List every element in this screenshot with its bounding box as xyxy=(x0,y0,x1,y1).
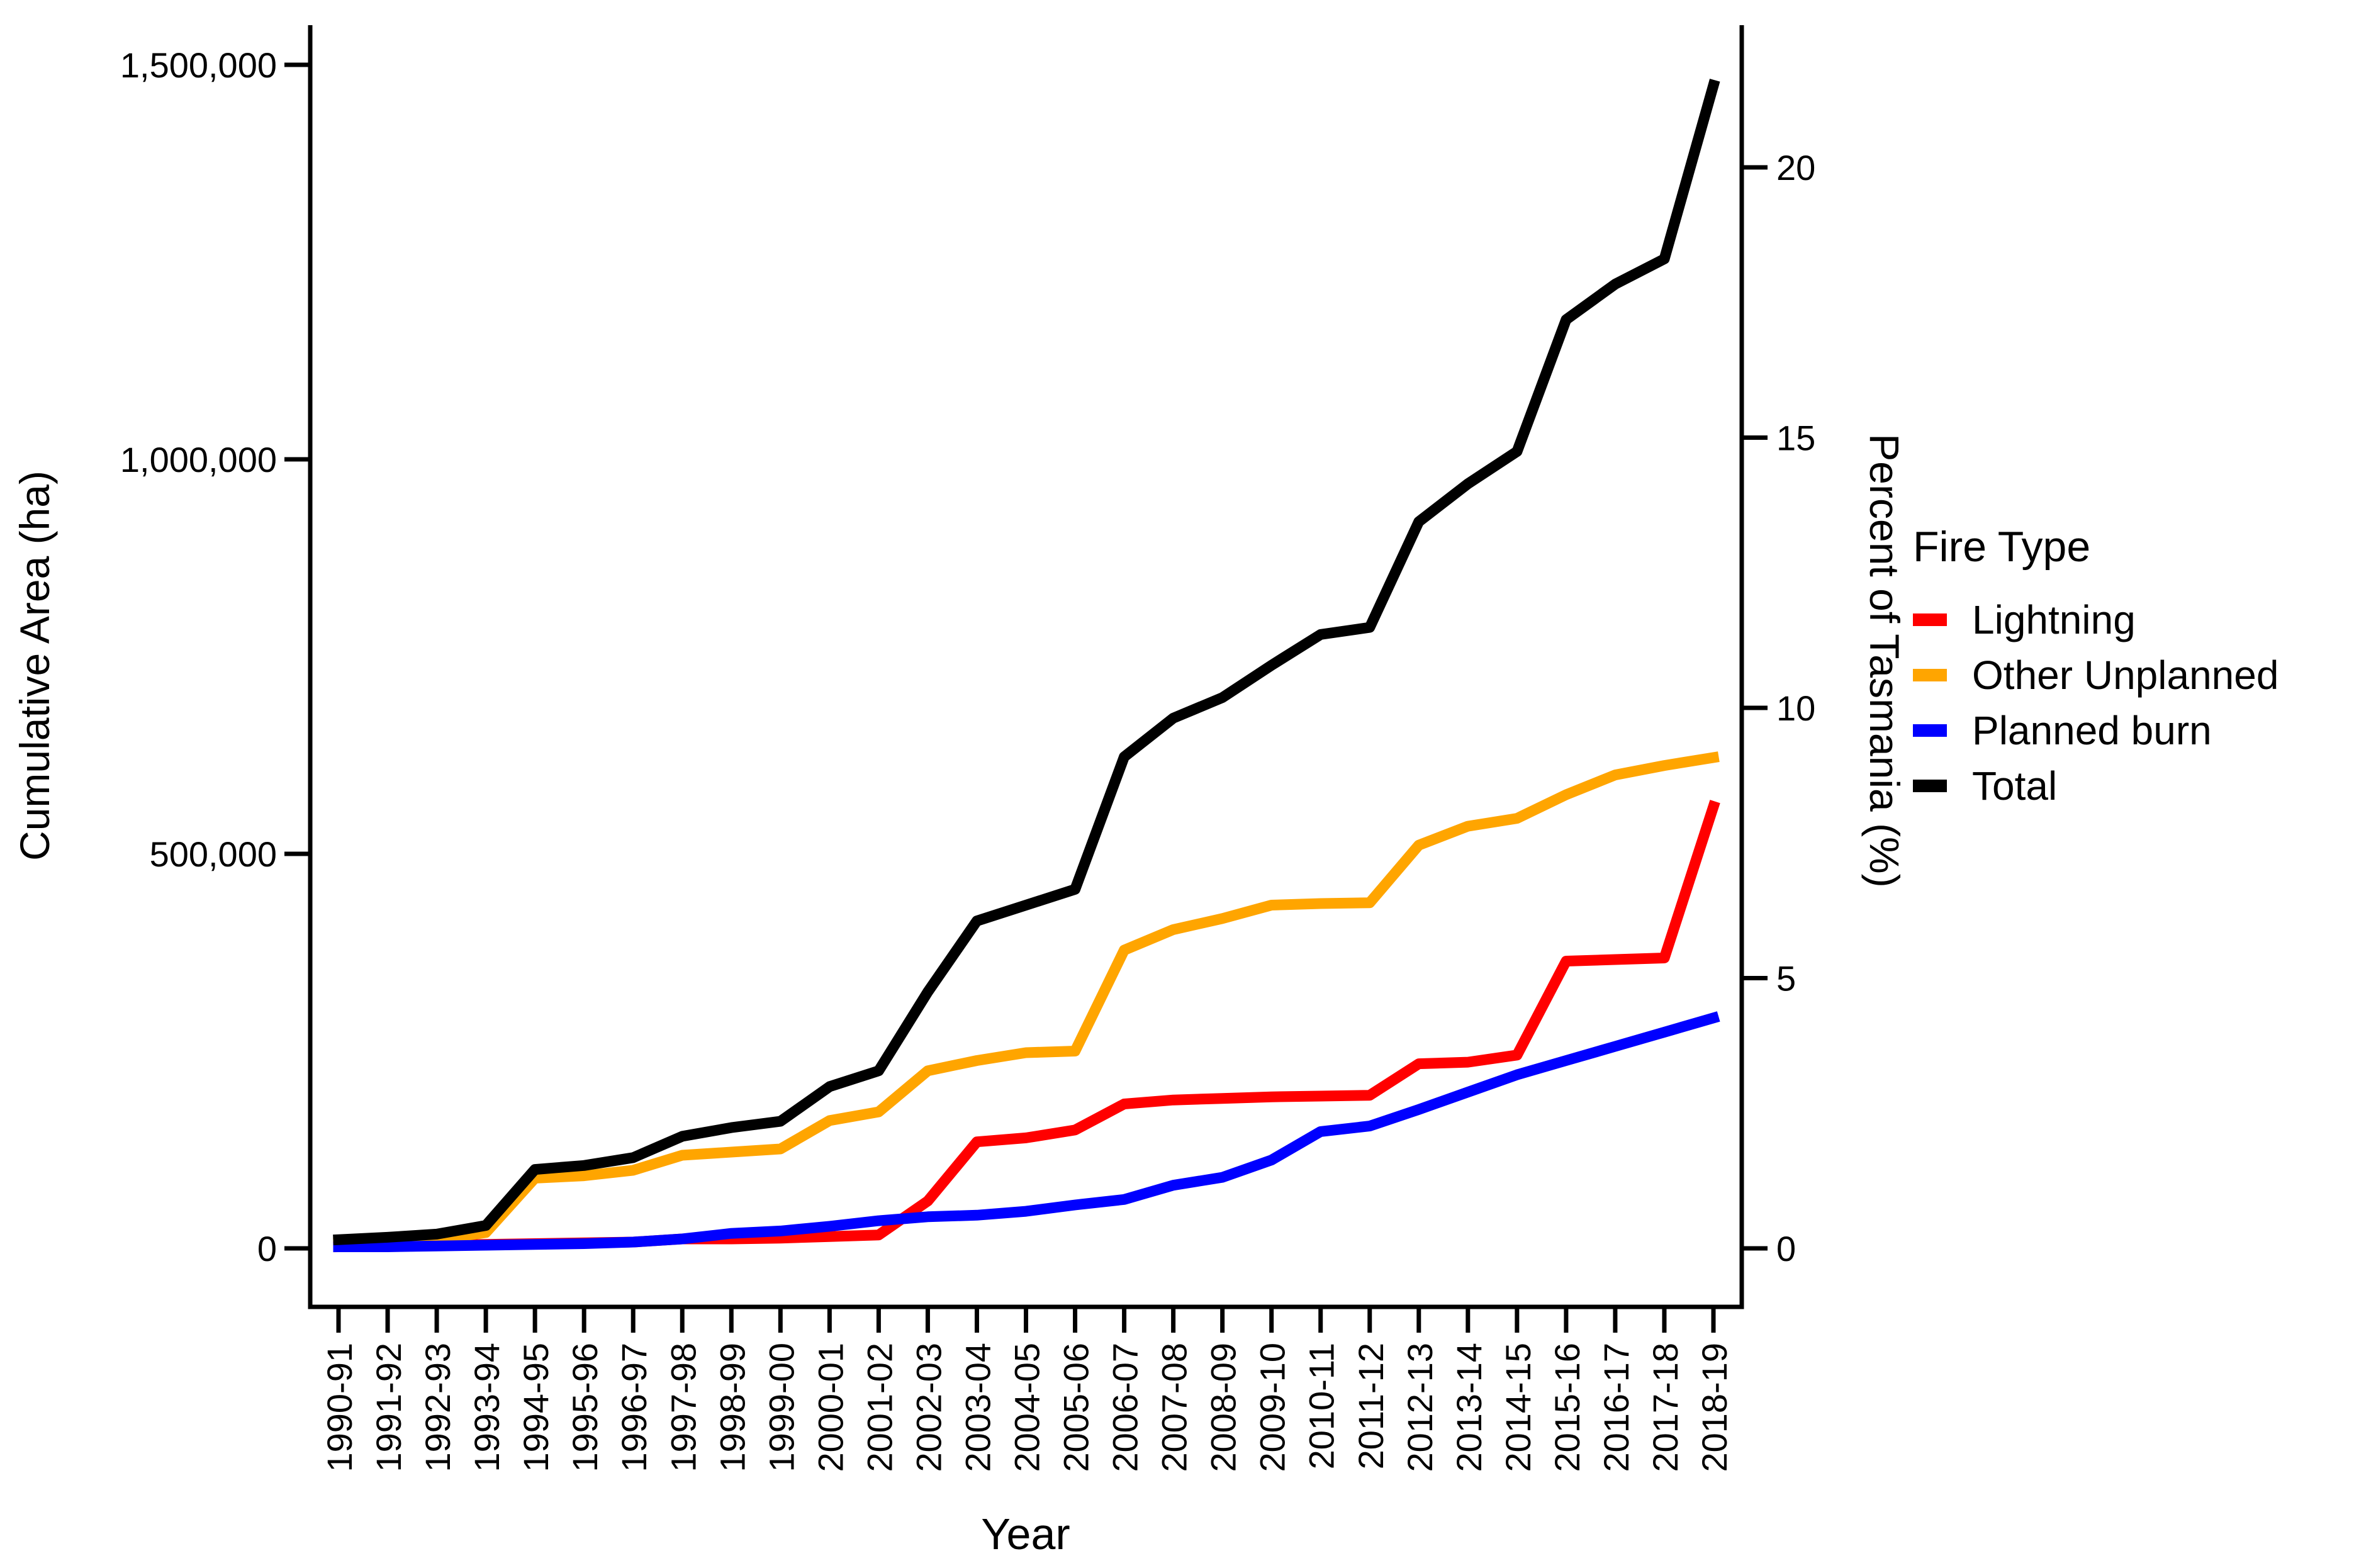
x-tick-label: 2006-07 xyxy=(1106,1343,1145,1472)
legend-swatch-lightning xyxy=(1913,613,1947,626)
legend: Fire Type Lightning Other Unplanned Plan… xyxy=(1913,524,2278,814)
legend-label-lightning: Lightning xyxy=(1972,596,2136,642)
legend-label-other-unplanned: Other Unplanned xyxy=(1972,652,2279,698)
legend-item-planned-burn: Planned burn xyxy=(1913,703,2278,758)
x-tick-label: 1998-99 xyxy=(712,1343,752,1472)
x-tick-label: 2015-16 xyxy=(1547,1343,1587,1472)
x-tick-label: 2001-02 xyxy=(860,1343,899,1472)
x-tick-label: 2000-01 xyxy=(810,1343,850,1472)
y-axis-title-left: Cumulative Area (ha) xyxy=(11,471,58,861)
x-tick-label: 2017-18 xyxy=(1645,1343,1685,1472)
x-tick-label: 2005-06 xyxy=(1056,1343,1096,1472)
y-right-tick-label: 10 xyxy=(1776,688,1815,728)
x-tick-label: 2018-19 xyxy=(1695,1343,1734,1472)
x-tick-label: 2003-04 xyxy=(958,1343,997,1472)
y-left-tick-label: 1,000,000 xyxy=(120,440,277,479)
x-tick-label: 1996-97 xyxy=(614,1343,654,1472)
legend-label-planned-burn: Planned burn xyxy=(1972,707,2212,753)
legend-swatch-planned-burn xyxy=(1913,724,1947,737)
legend-title: Fire Type xyxy=(1913,523,2091,571)
y-left-tick-label: 0 xyxy=(257,1229,277,1268)
x-tick-label: 2012-13 xyxy=(1400,1343,1440,1472)
x-tick-label: 2013-14 xyxy=(1449,1343,1489,1472)
y-axis-title-right: Percent of Tasmania (%) xyxy=(1861,434,1908,887)
legend-swatch-other-unplanned xyxy=(1913,668,1947,681)
x-tick-label: 2016-17 xyxy=(1596,1343,1636,1472)
legend-label-total: Total xyxy=(1972,763,2058,809)
legend-swatch-total xyxy=(1913,779,1947,792)
x-axis-ticks: 1990-91 1991-92 1992-93 1993-94 1994-95 1995-… xyxy=(320,1307,1734,1472)
legend-item-lightning: Lightning xyxy=(1913,592,2278,647)
y-right-tick-label: 5 xyxy=(1776,959,1796,999)
x-axis-title: Year xyxy=(981,1509,1070,1559)
x-tick-label: 2002-03 xyxy=(909,1343,948,1472)
y-right-tick-label: 15 xyxy=(1776,418,1815,458)
x-tick-label: 1993-94 xyxy=(467,1343,507,1472)
axes-layer: 0 500,000 1,000,000 1,500,000 0 5 10 15 20 1990-9… xyxy=(120,25,1815,1472)
series-line-other-unplanned xyxy=(333,751,1720,1248)
y-left-tick-label: 1,500,000 xyxy=(120,45,277,85)
x-tick-label: 1994-95 xyxy=(516,1343,556,1472)
x-tick-label: 2010-11 xyxy=(1302,1343,1342,1469)
y-axis-right-ticks: 0 5 10 15 20 xyxy=(1742,148,1815,1268)
x-tick-label: 2011-12 xyxy=(1351,1343,1391,1469)
y-right-tick-label: 0 xyxy=(1776,1229,1796,1268)
x-tick-label: 1999-00 xyxy=(761,1343,801,1472)
x-tick-label: 2008-09 xyxy=(1204,1343,1243,1472)
series-line-planned-burn xyxy=(333,1011,1720,1252)
y-left-tick-label: 500,000 xyxy=(150,834,277,874)
x-tick-label: 2009-10 xyxy=(1253,1343,1292,1472)
x-tick-label: 1995-96 xyxy=(565,1343,605,1472)
legend-item-total: Total xyxy=(1913,758,2278,814)
y-axis-left-ticks: 0 500,000 1,000,000 1,500,000 xyxy=(120,45,310,1268)
x-tick-label: 2007-08 xyxy=(1155,1343,1194,1472)
x-tick-label: 1992-93 xyxy=(418,1343,457,1472)
legend-item-other-unplanned: Other Unplanned xyxy=(1913,647,2278,703)
y-right-tick-label: 20 xyxy=(1776,148,1815,188)
series-layer xyxy=(333,79,1720,1253)
x-tick-label: 1990-91 xyxy=(320,1343,359,1472)
series-line-total xyxy=(333,79,1720,1246)
x-tick-label: 1997-98 xyxy=(663,1343,703,1472)
x-tick-label: 2014-15 xyxy=(1498,1343,1538,1472)
x-tick-label: 1991-92 xyxy=(369,1343,408,1472)
x-tick-label: 2004-05 xyxy=(1007,1343,1047,1472)
